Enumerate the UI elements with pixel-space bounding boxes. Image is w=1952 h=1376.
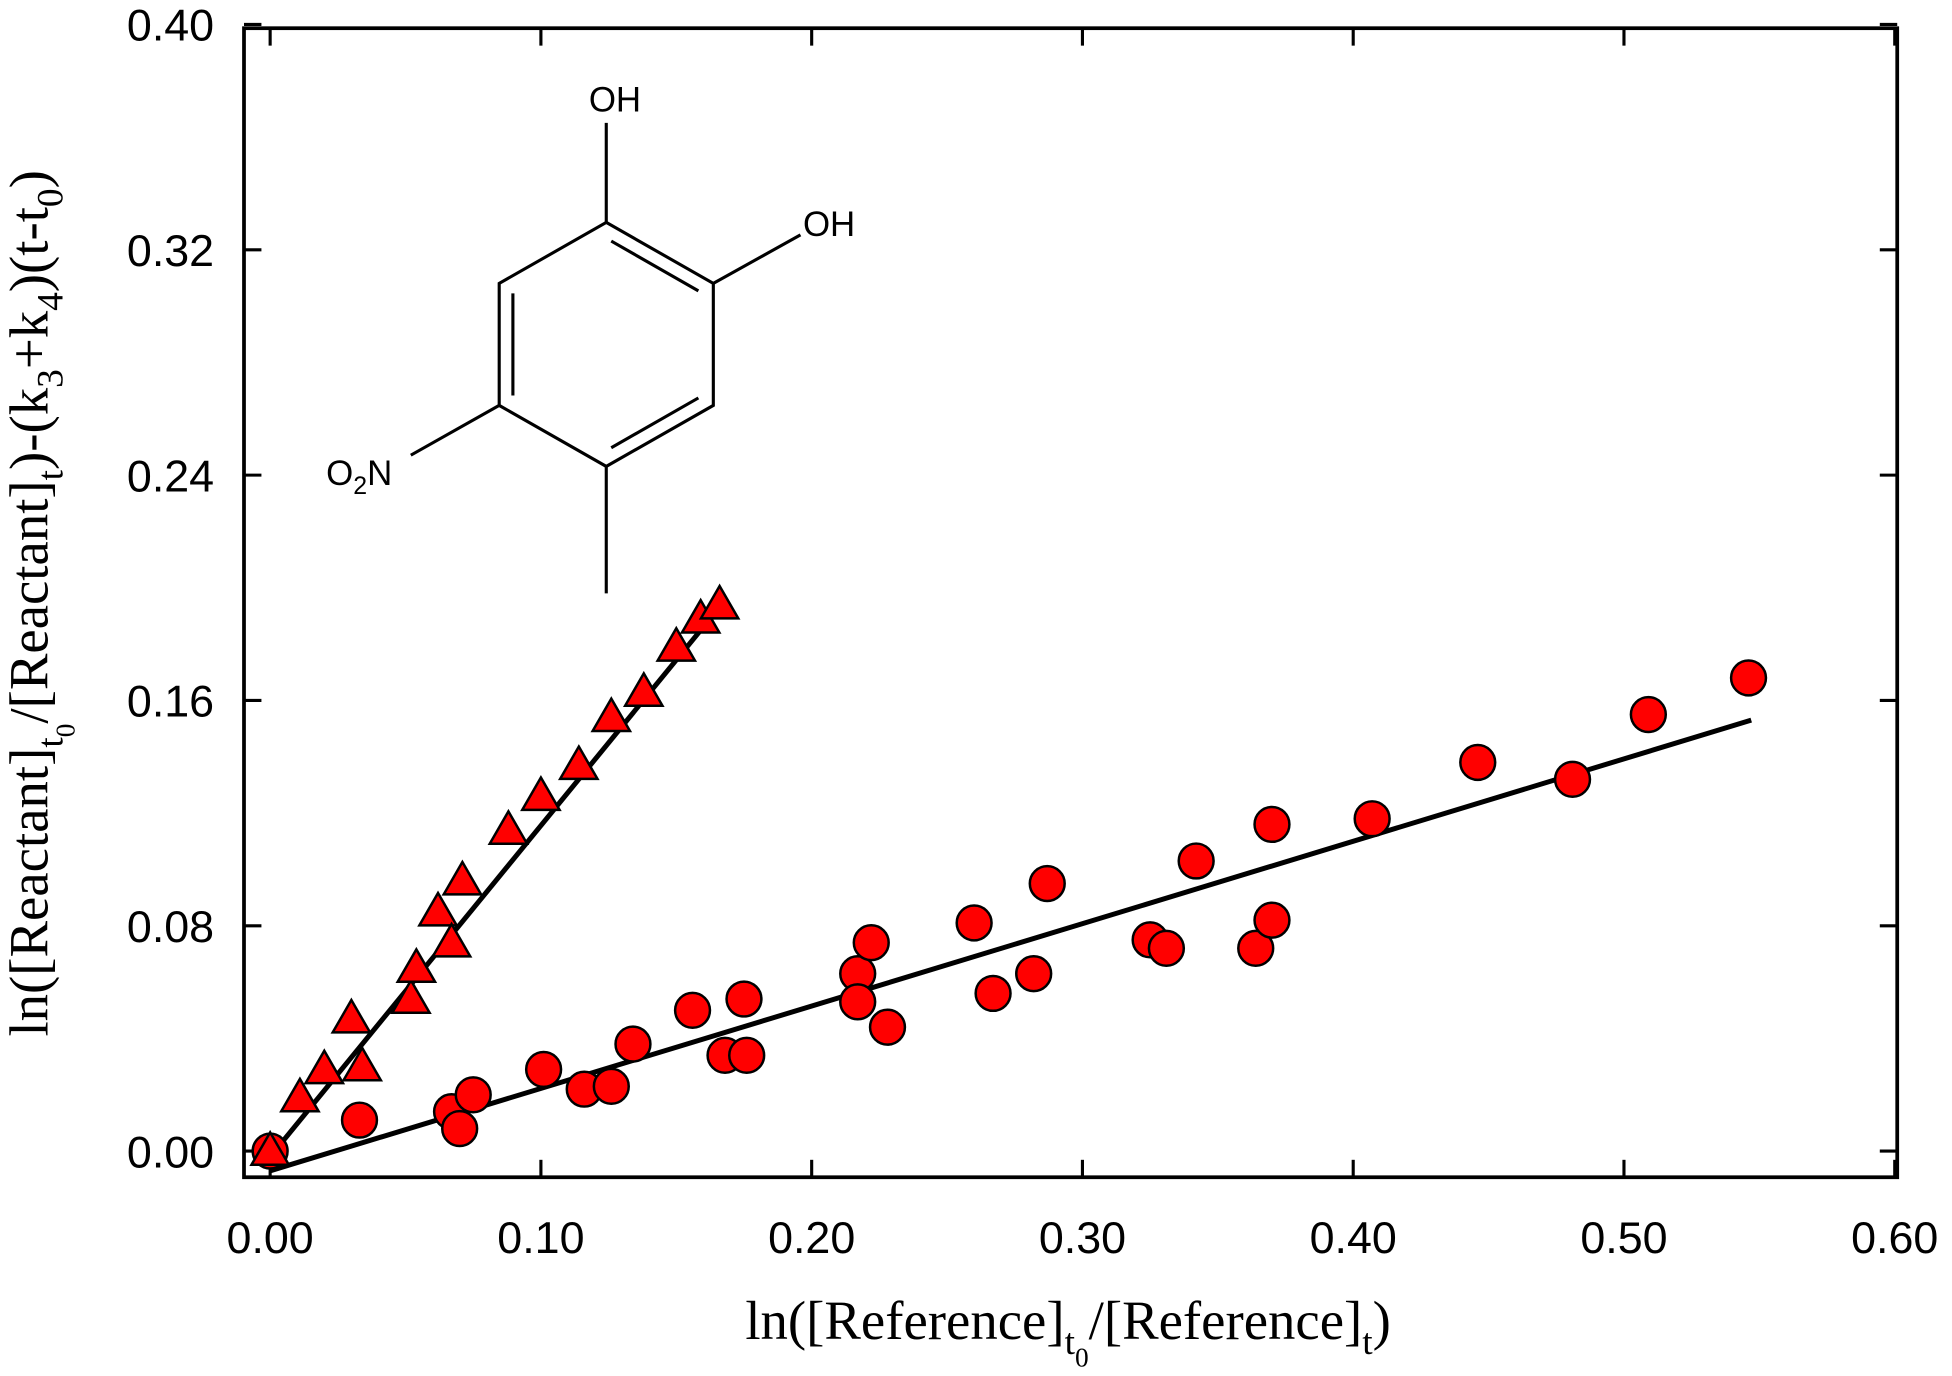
circle-point (974, 974, 1012, 1013)
circle-point (1729, 659, 1768, 697)
y-tick-label: 0.24 (127, 451, 214, 501)
circle-point (725, 980, 763, 1018)
circle-point (673, 991, 712, 1029)
x-tick-label: 0.30 (1039, 1213, 1126, 1263)
circle-point (340, 1101, 379, 1139)
axis-label-part: t (30, 737, 71, 748)
circle-point (852, 924, 890, 962)
axis-label-part: 3 (30, 369, 71, 388)
triangle-point (590, 696, 633, 733)
circle-point (524, 1050, 563, 1089)
triangle-point (303, 1048, 346, 1085)
axis-label-part: t (30, 469, 71, 480)
circle-point (441, 1109, 479, 1148)
triangle-point (622, 670, 665, 707)
circle-point (1015, 954, 1053, 993)
circle-point (1147, 929, 1186, 967)
circle-point (1629, 695, 1668, 734)
axis-label-part: /[Reference] (1089, 1290, 1363, 1351)
axis-label-part: 0 (51, 724, 81, 738)
axis-label-part: 0 (30, 188, 71, 207)
circle-point (1353, 800, 1391, 838)
circle-point (1459, 743, 1497, 782)
circles-fit-line (269, 717, 1752, 1174)
oh-right-label: OH (803, 205, 855, 244)
y-tick-label: 0.32 (127, 226, 214, 276)
axis-label-part: ln([Reference] (745, 1290, 1064, 1351)
axis-label-part: ) (0, 170, 59, 188)
triangle-point (249, 1129, 291, 1167)
x-tick-label: 0.20 (768, 1213, 855, 1263)
triangle-point (417, 890, 459, 927)
triangle-point (330, 997, 373, 1034)
axis-label-part: ) (1373, 1290, 1391, 1351)
triangle-point (441, 859, 484, 896)
triangle-point (557, 744, 600, 781)
triangle-point (655, 625, 698, 662)
axis-label-part: /[Reactant] (0, 480, 59, 723)
x-tick-label: 0.50 (1580, 1213, 1667, 1263)
triangle-point (698, 583, 741, 620)
oh-top-label: OH (589, 81, 641, 120)
x-tick-label: 0.10 (497, 1213, 584, 1263)
axis-label-part: +k (0, 310, 59, 369)
x-axis-label: ln([Reference]t0/[Reference]t) (745, 1290, 1391, 1372)
plot-frame (242, 26, 1900, 1180)
circle-point (1237, 929, 1275, 967)
axis-label-part: t (1362, 1322, 1373, 1363)
y-tick-label: 0.16 (127, 677, 214, 727)
axis-label-part: )(t-t (0, 207, 59, 292)
triangle-point (520, 775, 562, 812)
o2n-label: O2N (326, 454, 392, 500)
x-tick-label: 0.00 (227, 1213, 314, 1263)
triangle-point (430, 921, 473, 958)
circle-point (1253, 901, 1291, 939)
y-tick-label: 0.40 (127, 1, 214, 51)
circle-point (614, 1025, 652, 1063)
triangle-point (395, 946, 438, 983)
triangle-point (279, 1076, 321, 1113)
circle-point (1253, 805, 1291, 844)
axis-label-part: )-(k (0, 387, 59, 470)
circle-point (1028, 864, 1066, 903)
circle-point (454, 1076, 492, 1114)
axis-label-part: t (1065, 1322, 1076, 1363)
triangle-point (341, 1045, 384, 1082)
x-tick-label: 0.60 (1851, 1213, 1938, 1263)
axis-label-part: 0 (1075, 1342, 1089, 1372)
triangle-point (390, 977, 432, 1014)
molecule-structure (410, 122, 802, 594)
circle-point (868, 1008, 907, 1046)
axis-label-part: 4 (30, 292, 71, 311)
circle-point (1553, 760, 1592, 798)
circle-point (592, 1067, 630, 1105)
circle-point (728, 1036, 766, 1075)
y-tick-label: 0.00 (127, 1127, 214, 1177)
axis-label-part: ln([Reactant] (0, 748, 59, 1037)
circle-point (839, 983, 877, 1021)
triangle-point (487, 808, 530, 845)
y-axis-label: ln([Reactant]t0/[Reactant]t)-(k3+k4)(t-t… (0, 170, 81, 1036)
circle-point (955, 904, 993, 942)
circle-point (1177, 842, 1215, 880)
y-tick-label: 0.08 (127, 902, 214, 952)
x-tick-label: 0.40 (1310, 1213, 1397, 1263)
